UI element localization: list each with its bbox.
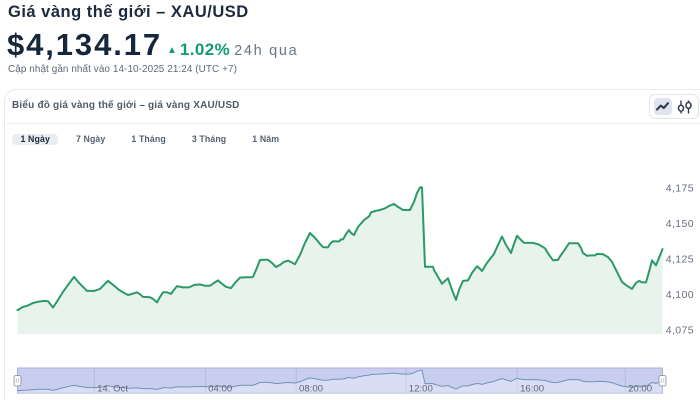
x-axis-label: 16:00 xyxy=(520,384,544,395)
y-axis-label: 4,175 xyxy=(666,183,694,195)
candlestick-chart-type-button[interactable] xyxy=(677,98,695,115)
range-tab-1-tháng[interactable]: 1 Tháng xyxy=(131,134,166,145)
line-chart-icon xyxy=(656,102,670,111)
range-tab-1-ngày[interactable]: 1 Ngày xyxy=(12,133,59,145)
x-axis-label: 12:00 xyxy=(409,384,433,395)
range-tabs: 1 Ngày 7 Ngày 1 Tháng 3 Tháng 1 Năm xyxy=(12,133,288,145)
line-chart-type-button[interactable] xyxy=(654,98,672,115)
navigator-handle-body[interactable] xyxy=(658,375,667,387)
series-area xyxy=(17,187,663,334)
y-axis-label: 4,075 xyxy=(666,324,694,336)
price-change-percent: 1.02% xyxy=(179,40,231,59)
candlestick-icon xyxy=(678,100,692,113)
chart-toolbar: Biểu đồ giá vàng thế giới – giá vàng XAU… xyxy=(5,90,700,123)
range-tab-7-ngày[interactable]: 7 Ngày xyxy=(75,134,106,145)
x-axis-label: 20:00 xyxy=(628,384,652,395)
navigator-handle-left[interactable] xyxy=(13,375,22,387)
chart-toolbar-label: Biểu đồ giá vàng thế giới – giá vàng XAU… xyxy=(12,100,240,111)
y-axis-label: 4,125 xyxy=(666,254,694,266)
range-tab-3-tháng[interactable]: 3 Tháng xyxy=(191,134,227,145)
price-chart[interactable]: 4,175 4,150 4,125 4,100 4,075 14. Oct 04:00 08:… xyxy=(0,148,700,400)
x-axis-label: 14. Oct xyxy=(97,384,128,395)
y-axis-label: 4,100 xyxy=(666,289,694,301)
range-tab-1-năm[interactable]: 1 Năm xyxy=(252,134,280,145)
navigator-band[interactable] xyxy=(17,367,663,394)
chart-type-toggle xyxy=(649,94,699,119)
change-period: 24h qua xyxy=(234,43,299,59)
current-price: $4,134.17 xyxy=(7,27,163,62)
page-title: Giá vàng thế giới – XAU/USD xyxy=(8,3,249,21)
navigator-handle-right[interactable] xyxy=(658,375,667,387)
series-line xyxy=(16,186,664,312)
y-axis-label: 4,150 xyxy=(666,218,694,230)
up-arrow-icon: ▲ xyxy=(167,45,177,56)
price-row: $4,134.17 ▲ 1.02% 24h qua xyxy=(7,29,298,60)
navigator-handle-body[interactable] xyxy=(13,375,22,387)
last-updated: Cập nhật gần nhất vào 14-10-2025 21:24 (… xyxy=(8,63,237,75)
x-axis-label: 08:00 xyxy=(299,384,323,395)
toolbar-divider xyxy=(5,123,700,124)
price-change: ▲ 1.02% xyxy=(167,41,230,58)
navigator-series-line xyxy=(17,369,663,392)
x-axis-label: 04:00 xyxy=(208,384,232,395)
